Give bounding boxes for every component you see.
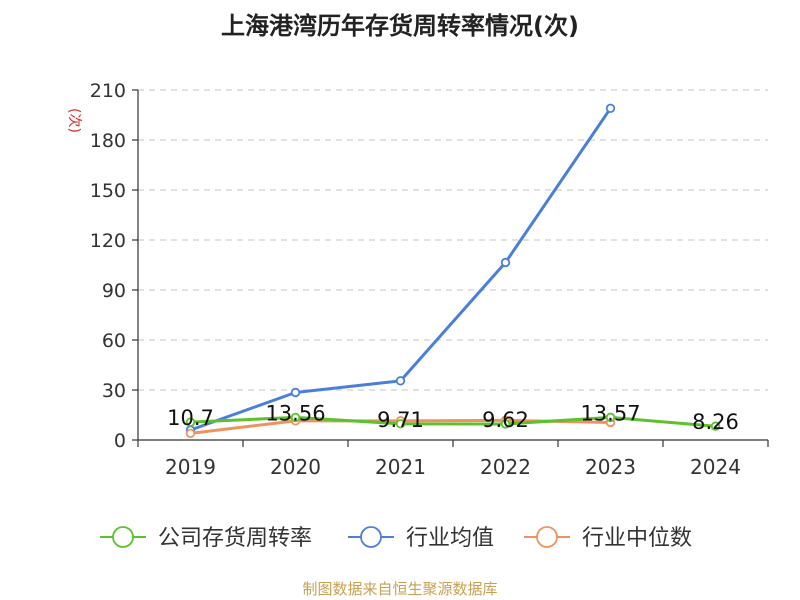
y-tick-label: 120	[90, 230, 126, 252]
x-tick-label: 2019	[165, 455, 216, 479]
x-tick-label: 2020	[270, 455, 321, 479]
y-tick-label: 0	[114, 430, 126, 452]
legend-item-0: 公司存货周转率	[100, 526, 312, 551]
y-axis-label: (次)	[66, 108, 82, 133]
data-label: 9.71	[377, 408, 424, 432]
source-note: 制图数据来自恒生聚源数据库	[302, 580, 498, 598]
y-tick-label: 30	[102, 380, 126, 402]
x-tick-label: 2023	[585, 455, 636, 479]
x-tick-label: 2022	[480, 455, 531, 479]
y-tick-label: 60	[102, 330, 126, 352]
series-point-0	[710, 421, 721, 431]
series-point-1	[500, 257, 511, 268]
legend-label: 行业均值	[406, 526, 494, 551]
series-line-0	[190, 415, 716, 428]
series-point-0	[290, 412, 301, 423]
x-tick-label: 2021	[375, 455, 426, 479]
y-tick-label: 210	[90, 80, 126, 102]
series-point-1	[395, 376, 406, 386]
legend-label: 行业中位数	[582, 526, 692, 551]
series-point-0	[395, 419, 406, 429]
x-tick-label: 2024	[690, 455, 741, 479]
chart-title: 上海港湾历年存货周转率情况(次)	[221, 12, 579, 40]
data-label: 8.26	[692, 410, 739, 434]
series-point-0	[185, 417, 196, 427]
y-tick-label: 180	[90, 130, 126, 152]
series-point-1	[605, 103, 616, 114]
y-tick-label: 90	[102, 280, 126, 302]
legend-marker	[360, 526, 382, 548]
legend-marker	[112, 526, 134, 548]
series-point-0	[605, 412, 616, 423]
series-point-2	[185, 428, 196, 439]
legend-label: 公司存货周转率	[158, 526, 312, 551]
series-point-1	[290, 387, 301, 398]
y-tick-label: 150	[90, 180, 126, 202]
legend-item-1: 行业均值	[348, 526, 494, 551]
data-label: 13.56	[265, 401, 325, 425]
legend-item-2: 行业中位数	[524, 526, 692, 551]
data-label: 10.7	[167, 406, 214, 430]
data-label: 9.62	[482, 408, 529, 432]
data-label: 13.57	[580, 401, 640, 425]
series-point-0	[500, 419, 511, 429]
legend-marker	[536, 526, 558, 548]
